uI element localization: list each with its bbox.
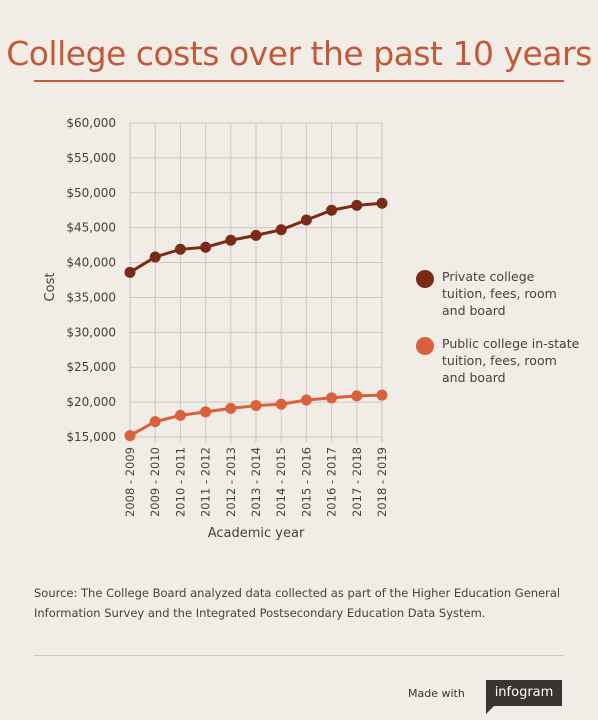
data-point[interactable] [376,389,388,401]
data-point[interactable] [275,398,287,410]
y-tick-label: $55,000 [66,151,116,165]
legend-label-private: Private college tuition, fees, room and … [442,269,557,318]
data-point[interactable] [376,197,388,209]
made-with-label: Made with [408,687,465,700]
data-point[interactable] [300,214,312,226]
x-tick-label: 2015 - 2016 [299,447,313,517]
y-tick-label: $15,000 [66,430,116,444]
data-point[interactable] [149,416,161,428]
data-point[interactable] [351,199,363,211]
y-tick-label: $60,000 [66,116,116,130]
data-point[interactable] [250,229,262,241]
x-tick-label: 2016 - 2017 [325,447,339,517]
data-point[interactable] [149,251,161,263]
y-tick-label: $45,000 [66,221,116,235]
data-point[interactable] [225,234,237,246]
grid-lines [129,122,383,443]
x-tick-label: 2017 - 2018 [350,447,364,517]
data-point[interactable] [275,224,287,236]
data-point[interactable] [300,394,312,406]
data-point[interactable] [124,266,136,278]
x-tick-label: 2011 - 2012 [199,447,213,517]
data-point[interactable] [200,406,212,418]
y-tick-label: $50,000 [66,186,116,200]
y-axis-label: Cost [43,273,58,302]
x-axis-ticks: 2008 - 2009 2009 - 2010 2010 - 2011 2011 - … [123,447,389,517]
data-point[interactable] [326,392,338,404]
data-point[interactable] [174,409,186,421]
legend-dot-public [416,337,434,355]
line-chart: $15,000 $20,000 $25,000 $30,000 $35,000 $40,0… [43,116,389,541]
y-tick-label: $40,000 [66,256,116,270]
source-note: Source: The College Board analyzed data … [34,586,561,620]
chart-title: College costs over the past 10 years [6,34,592,73]
x-tick-label: 2014 - 2015 [274,447,288,517]
data-point[interactable] [200,241,212,253]
y-tick-label: $20,000 [66,395,116,409]
y-axis-ticks: $15,000 $20,000 $25,000 $30,000 $35,000 $40,0… [66,116,116,444]
x-tick-label: 2012 - 2013 [224,447,238,517]
data-point[interactable] [326,204,338,216]
infogram-logo[interactable]: infogram [486,680,562,706]
x-tick-label: 2010 - 2011 [173,447,187,517]
legend-dot-private [416,270,434,288]
y-tick-label: $25,000 [66,360,116,374]
data-point[interactable] [174,243,186,255]
title-underline [34,80,564,82]
data-point[interactable] [124,430,136,442]
infogram-logo-tail [486,706,494,714]
x-axis-label: Academic year [208,526,305,541]
legend-label-public: Public college in-state tuition, fees, r… [442,336,580,385]
series-lines [124,197,388,442]
x-tick-label: 2008 - 2009 [123,447,137,517]
data-point[interactable] [351,390,363,402]
footer-divider [34,655,564,656]
data-point[interactable] [250,400,262,412]
data-point[interactable] [225,402,237,414]
x-tick-label: 2013 - 2014 [249,447,263,517]
x-tick-label: 2009 - 2010 [148,447,162,517]
x-tick-label: 2018 - 2019 [375,447,389,517]
y-tick-label: $35,000 [66,290,116,304]
y-tick-label: $30,000 [66,325,116,339]
